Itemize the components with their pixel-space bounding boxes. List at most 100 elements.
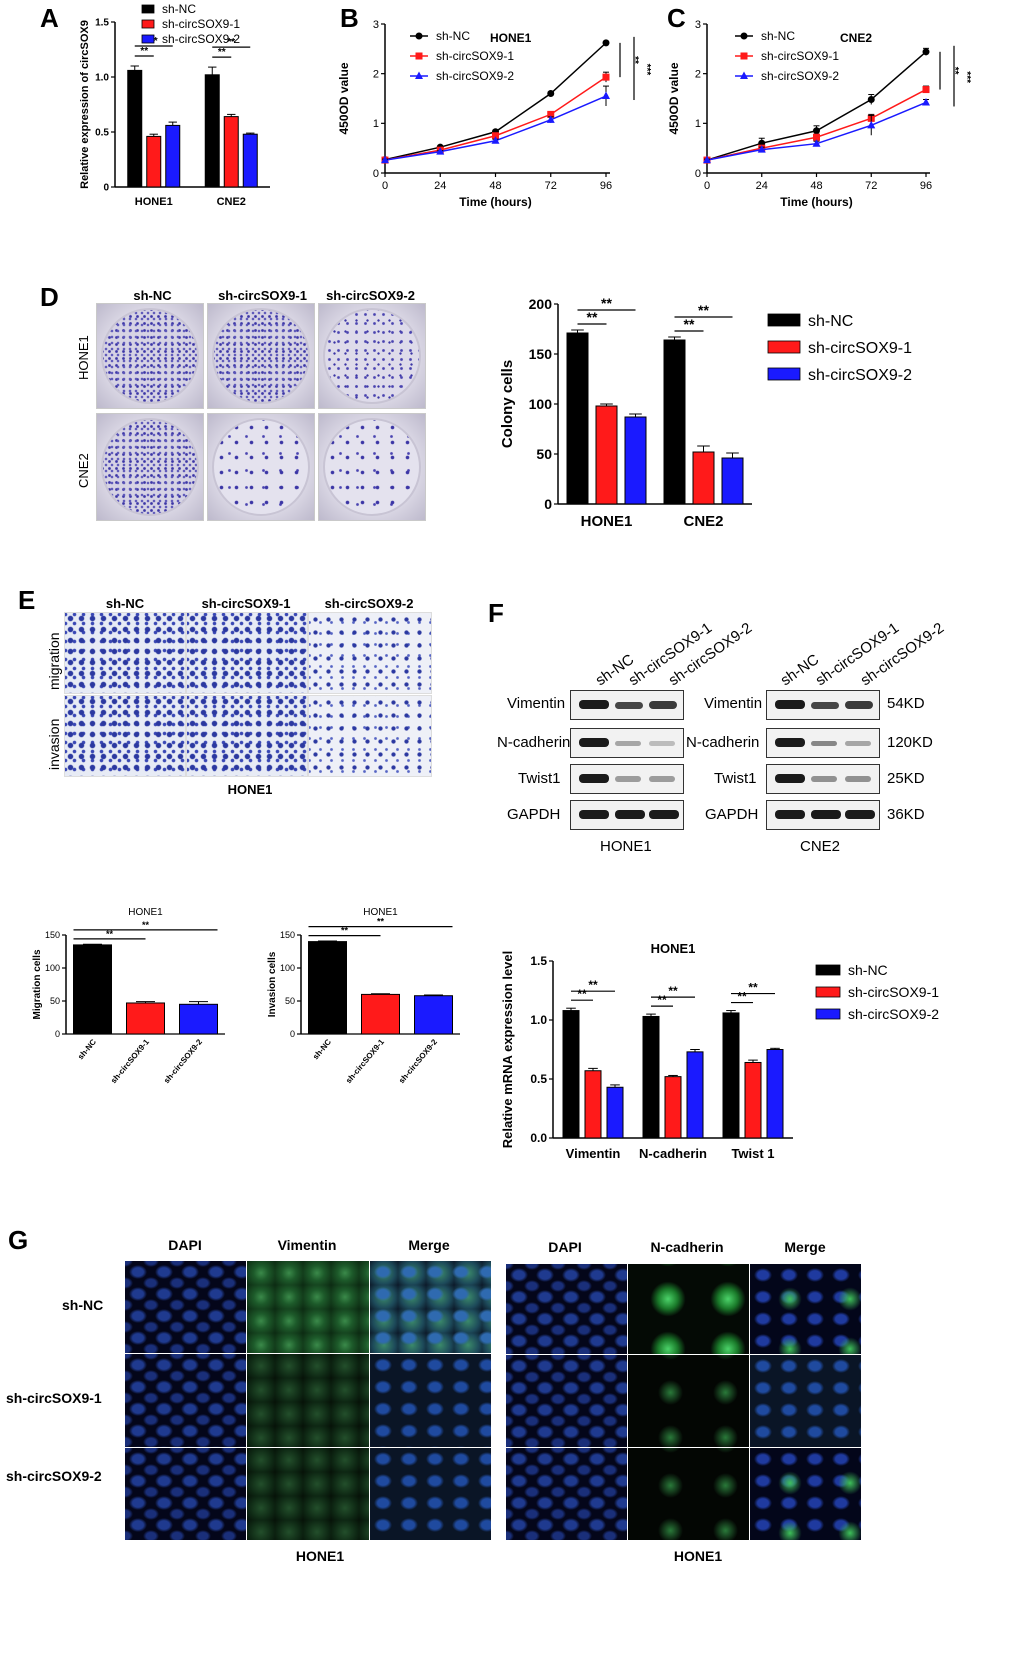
bar (165, 124, 181, 188)
y-tick-label: 3 (695, 19, 701, 31)
if-header-ncadherin: N-cadherin (650, 1239, 724, 1255)
y-axis-label: Migration cells (32, 949, 43, 1019)
y-tick-label: 0 (103, 183, 109, 194)
legend-swatch (815, 964, 841, 976)
colony-header-nc: sh-NC (133, 288, 172, 303)
transwell-header-nc: sh-NC (105, 596, 145, 611)
if-caption-right: HONE1 (673, 1548, 723, 1564)
bar (744, 1061, 762, 1139)
y-tick-label: 1.0 (95, 73, 109, 84)
data-point (547, 110, 555, 118)
colony-dish (96, 413, 204, 521)
significance-mark: ** (227, 37, 235, 48)
y-tick-label: 0.5 (95, 128, 109, 139)
chart-title: HONE1 (651, 941, 696, 956)
significance-mark: ** (748, 981, 758, 995)
legend-swatch (767, 313, 801, 327)
colony-dish (207, 303, 315, 409)
legend-swatch (141, 4, 155, 14)
x-tick-label: CNE2 (683, 513, 723, 530)
bar (73, 944, 112, 1035)
y-axis-label: 450OD value (337, 62, 351, 134)
bar (686, 1051, 704, 1139)
data-point (813, 133, 820, 141)
chart-b: 0 1 2 3 450OD value 0 24 48 72 96 Time (hours) HONE… (337, 19, 652, 209)
significance-mark: ** (588, 978, 598, 992)
if-image (124, 1353, 247, 1448)
bar (584, 1070, 602, 1139)
series-line (384, 95, 607, 161)
bar (722, 1012, 740, 1139)
y-tick-label: 50 (285, 996, 295, 1006)
legend-label: sh-NC (162, 2, 196, 16)
legend-marker (415, 32, 423, 40)
size-label-36kd: 36KD (887, 806, 925, 823)
protein-label-ncadherin: N-cadherin (686, 734, 760, 751)
panel-label-b: B (340, 3, 359, 33)
if-image (369, 1260, 492, 1354)
blot-caption-hone1: HONE1 (600, 838, 652, 855)
y-tick-label: 2 (695, 69, 701, 81)
significance-mark: ** (106, 929, 114, 939)
data-point (813, 127, 820, 135)
y-tick-label: 0 (290, 1029, 295, 1039)
significance-mark: ** (140, 46, 148, 57)
x-tick-label: 24 (756, 180, 768, 192)
y-tick-label: 100 (45, 963, 60, 973)
bar (414, 995, 453, 1035)
bar (566, 332, 589, 505)
x-tick-label: N-cadherin (639, 1146, 707, 1161)
data-point (547, 90, 555, 98)
y-tick-label: 200 (529, 296, 553, 312)
significance-mark: ** (577, 987, 587, 1001)
blot-strip (766, 728, 880, 758)
y-tick-label: 100 (529, 396, 553, 412)
data-point (922, 48, 930, 56)
data-point (922, 97, 930, 106)
transwell-row-migration: migration (46, 632, 62, 690)
transwell-image (308, 612, 432, 694)
transwell-header-sh1: sh-circSOX9-1 (201, 596, 291, 611)
chart-a: 0 0.5 1.0 1.5 Relative expression of circSOX… (79, 2, 270, 208)
y-tick-label: 1.0 (530, 1013, 547, 1027)
bar (127, 69, 143, 188)
data-point (381, 155, 389, 164)
bar (664, 1076, 682, 1139)
x-tick-label: Twist 1 (731, 1146, 774, 1161)
data-point (491, 136, 500, 144)
blot-strip (570, 800, 684, 830)
size-label-25kd: 25KD (887, 770, 925, 787)
x-tick-label: 72 (865, 180, 877, 192)
if-image (749, 1447, 862, 1541)
if-image (505, 1354, 628, 1448)
y-tick-label: 1.5 (530, 954, 547, 968)
bar (242, 133, 258, 188)
transwell-caption: HONE1 (227, 782, 273, 797)
bar (642, 1015, 660, 1139)
if-header-merge: Merge (408, 1237, 450, 1253)
legend-label: sh-circSOX9-1 (848, 984, 939, 1000)
if-caption-left: HONE1 (295, 1548, 345, 1564)
bar (179, 1003, 218, 1035)
legend-label: sh-NC (761, 29, 795, 43)
panel-label-d: D (40, 282, 59, 312)
blot-strip (766, 690, 880, 720)
if-image (749, 1354, 862, 1448)
significance-mark: ** (684, 316, 695, 332)
data-point (867, 120, 876, 129)
x-tick-label: sh-NC (311, 1037, 333, 1061)
y-tick-label: 50 (536, 446, 552, 462)
bar (126, 1002, 165, 1035)
chart-title: CNE2 (840, 31, 872, 45)
x-tick-label: 0 (704, 180, 710, 192)
legend-marker (740, 32, 748, 40)
x-tick-label: sh-circSOX9-1 (344, 1037, 386, 1085)
protein-label-gapdh: GAPDH (705, 806, 759, 823)
if-image (246, 1353, 370, 1448)
colony-dish (96, 303, 204, 409)
series-line (384, 76, 607, 161)
transwell-image (186, 695, 308, 777)
y-tick-label: 100 (280, 963, 295, 973)
blot-strip (570, 764, 684, 794)
